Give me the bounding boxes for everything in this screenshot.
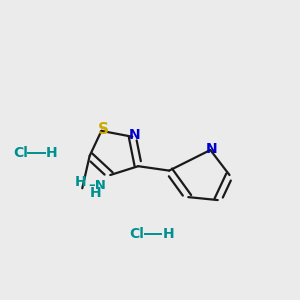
Text: H: H	[89, 186, 101, 200]
Text: H: H	[75, 175, 87, 189]
Text: H: H	[162, 227, 174, 241]
Text: N: N	[206, 142, 218, 155]
Text: N: N	[129, 128, 140, 142]
Text: Cl: Cl	[129, 227, 144, 241]
Text: Cl: Cl	[13, 146, 28, 160]
Text: H: H	[46, 146, 58, 160]
Text: –N: –N	[88, 179, 106, 192]
Text: S: S	[98, 122, 109, 137]
